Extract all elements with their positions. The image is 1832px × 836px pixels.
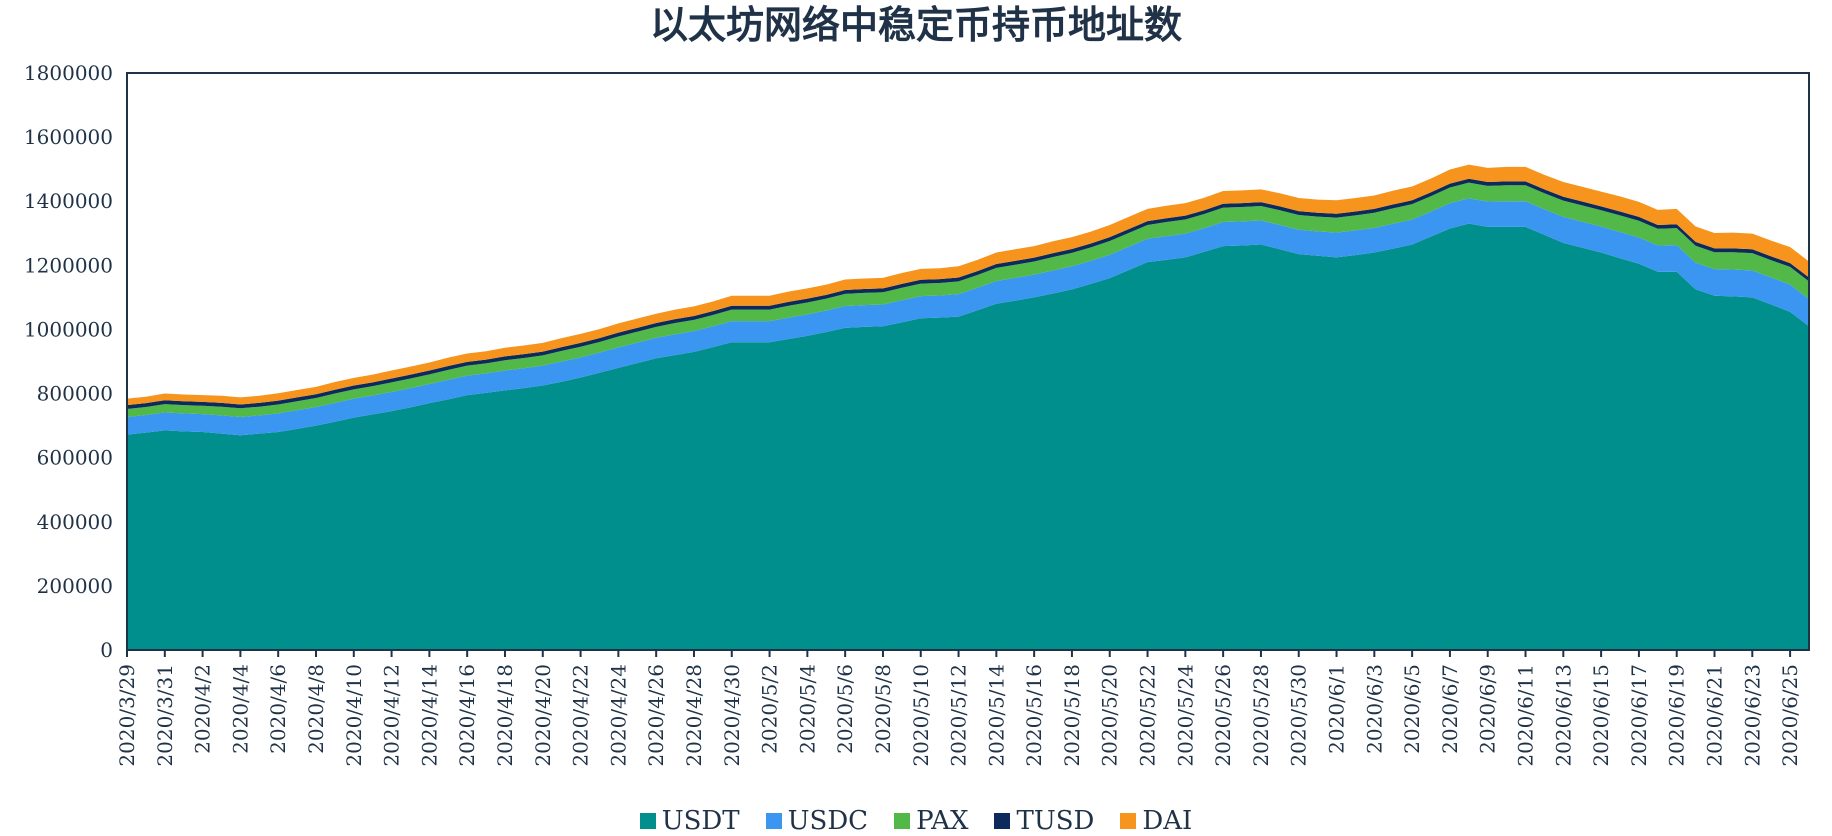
x-tick-label: 2020/4/20 xyxy=(531,664,555,767)
x-tick-label: 2020/4/4 xyxy=(228,664,252,754)
x-tick-label: 2020/5/22 xyxy=(1136,664,1160,767)
x-tick-label: 2020/6/15 xyxy=(1589,664,1613,767)
x-tick-label: 2020/4/22 xyxy=(569,664,593,767)
legend-item-pax: PAX xyxy=(894,806,968,836)
plot-frame xyxy=(126,72,1810,651)
legend-label: DAI xyxy=(1142,806,1193,836)
legend-item-dai: DAI xyxy=(1120,806,1192,836)
x-tick-label: 2020/6/1 xyxy=(1325,664,1349,754)
x-tick-label: 2020/6/25 xyxy=(1778,664,1802,767)
y-tick-label: 400000 xyxy=(37,510,113,534)
x-tick-label: 2020/4/26 xyxy=(644,664,668,767)
x-tick-label: 2020/5/2 xyxy=(758,664,782,754)
y-tick-label: 1200000 xyxy=(24,253,113,277)
x-tick-label: 2020/4/6 xyxy=(266,664,290,754)
x-tick-label: 2020/5/6 xyxy=(833,664,857,754)
x-tick-label: 2020/6/19 xyxy=(1665,664,1689,767)
x-tick-label: 2020/4/10 xyxy=(342,664,366,767)
x-tick-label: 2020/6/7 xyxy=(1438,664,1462,754)
x-tick-label: 2020/5/8 xyxy=(871,664,895,754)
x-tick-label: 2020/5/4 xyxy=(795,664,819,754)
legend-swatch xyxy=(994,813,1011,829)
x-tick-label: 2020/4/24 xyxy=(606,664,630,767)
area-usdc xyxy=(127,198,1809,436)
y-tick-label: 0 xyxy=(100,638,113,662)
x-tick-label: 2020/4/30 xyxy=(720,664,744,767)
legend-item-tusd: TUSD xyxy=(994,806,1094,836)
y-tick-label: 200000 xyxy=(37,574,113,598)
y-tick-label: 1400000 xyxy=(24,189,113,213)
legend-item-usdt: USDT xyxy=(639,806,740,836)
legend-swatch xyxy=(894,813,911,829)
x-tick-label: 2020/4/18 xyxy=(493,664,517,767)
x-tick-label: 2020/6/23 xyxy=(1740,664,1764,767)
y-tick-label: 1800000 xyxy=(24,61,113,85)
x-tick-label: 2020/5/30 xyxy=(1287,664,1311,767)
y-tick-label: 800000 xyxy=(37,382,113,406)
x-tick-label: 2020/5/28 xyxy=(1249,664,1273,767)
x-tick-label: 2020/4/28 xyxy=(682,664,706,767)
x-tick-label: 2020/5/14 xyxy=(984,664,1008,767)
x-tick-label: 2020/4/14 xyxy=(417,664,441,767)
legend-label: TUSD xyxy=(1016,806,1095,836)
x-tick-label: 2020/3/31 xyxy=(153,664,177,767)
x-tick-label: 2020/4/8 xyxy=(304,664,328,754)
area-series-group xyxy=(127,164,1809,650)
x-tick-label: 2020/6/17 xyxy=(1627,664,1651,767)
legend: USDT USDC PAX TUSD DAI xyxy=(0,806,1832,836)
legend-swatch xyxy=(1120,813,1137,829)
x-tick-label: 2020/5/20 xyxy=(1098,664,1122,767)
legend-swatch xyxy=(765,813,782,829)
area-tusd xyxy=(127,178,1809,409)
x-tick-label: 2020/5/12 xyxy=(947,664,971,767)
chart-title: 以太坊网络中稳定币持币地址数 xyxy=(649,2,1182,47)
legend-label: USDC xyxy=(787,806,869,836)
y-tick-label: 1000000 xyxy=(24,317,113,341)
x-tick-label: 2020/6/5 xyxy=(1400,664,1424,754)
legend-swatch xyxy=(639,813,656,829)
x-tick-label: 2020/6/9 xyxy=(1476,664,1500,754)
x-tick-label: 2020/5/18 xyxy=(1060,664,1084,767)
legend-label: PAX xyxy=(916,806,969,836)
x-tick-label: 2020/6/21 xyxy=(1703,664,1727,767)
x-tick-label: 2020/5/26 xyxy=(1211,664,1235,767)
x-tick-label: 2020/5/10 xyxy=(909,664,933,767)
y-tick-label: 1600000 xyxy=(24,125,113,149)
x-axis: 2020/3/29 2020/3/31 2020/4/2 2020/4/4 2020/4… xyxy=(115,650,1802,767)
legend-item-usdc: USDC xyxy=(765,806,869,836)
legend-label: USDT xyxy=(661,806,740,836)
x-tick-label: 2020/6/3 xyxy=(1362,664,1386,754)
x-tick-label: 2020/4/16 xyxy=(455,664,479,767)
area-pax xyxy=(127,182,1809,417)
area-usdt xyxy=(127,223,1809,650)
x-tick-label: 2020/4/12 xyxy=(380,664,404,767)
y-tick-label: 600000 xyxy=(37,446,113,470)
area-dai xyxy=(127,164,1809,406)
x-tick-label: 2020/5/24 xyxy=(1173,664,1197,767)
x-tick-label: 2020/6/11 xyxy=(1514,664,1538,767)
x-tick-label: 2020/3/29 xyxy=(115,664,139,767)
x-tick-label: 2020/6/13 xyxy=(1551,664,1575,767)
x-tick-label: 2020/5/16 xyxy=(1022,664,1046,767)
y-axis: 0 200000 400000 600000 800000 1000000 1200000 1… xyxy=(24,61,113,662)
x-tick-label: 2020/4/2 xyxy=(191,664,215,754)
